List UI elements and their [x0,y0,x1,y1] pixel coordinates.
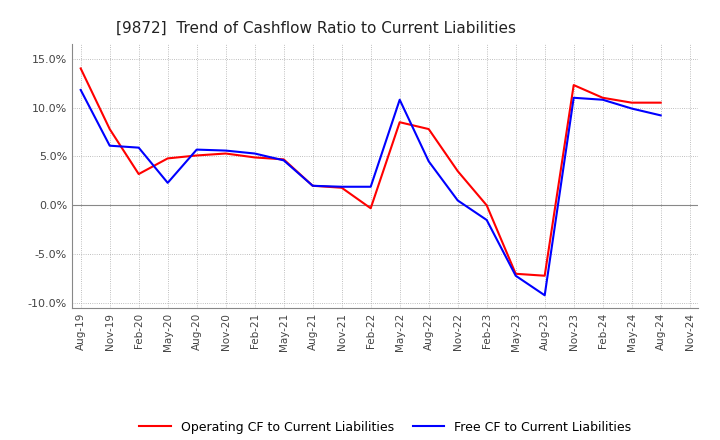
Operating CF to Current Liabilities [657,100,665,105]
Free CF to Current Liabilities [366,184,375,189]
Free CF to Current Liabilities [192,147,201,152]
Text: [9872]  Trend of Cashflow Ratio to Current Liabilities: [9872] Trend of Cashflow Ratio to Curren… [116,21,516,36]
Legend: Operating CF to Current Liabilities, Free CF to Current Liabilities: Operating CF to Current Liabilities, Fre… [135,416,636,439]
Operating CF to Current Liabilities [221,151,230,156]
Operating CF to Current Liabilities [279,157,288,162]
Operating CF to Current Liabilities [395,120,404,125]
Free CF to Current Liabilities [541,293,549,298]
Operating CF to Current Liabilities [135,172,143,177]
Free CF to Current Liabilities [511,273,520,279]
Operating CF to Current Liabilities [541,273,549,279]
Operating CF to Current Liabilities [511,271,520,276]
Free CF to Current Liabilities [395,97,404,103]
Line: Free CF to Current Liabilities: Free CF to Current Liabilities [81,90,661,295]
Free CF to Current Liabilities [570,95,578,100]
Free CF to Current Liabilities [627,106,636,111]
Free CF to Current Liabilities [105,143,114,148]
Operating CF to Current Liabilities [598,95,607,100]
Operating CF to Current Liabilities [424,126,433,132]
Operating CF to Current Liabilities [627,100,636,105]
Free CF to Current Liabilities [454,198,462,203]
Free CF to Current Liabilities [482,217,491,223]
Operating CF to Current Liabilities [338,185,346,191]
Operating CF to Current Liabilities [366,205,375,211]
Free CF to Current Liabilities [657,113,665,118]
Operating CF to Current Liabilities [192,153,201,158]
Free CF to Current Liabilities [76,87,85,92]
Free CF to Current Liabilities [308,183,317,188]
Operating CF to Current Liabilities [482,203,491,208]
Free CF to Current Liabilities [221,148,230,153]
Operating CF to Current Liabilities [163,156,172,161]
Free CF to Current Liabilities [279,158,288,163]
Line: Operating CF to Current Liabilities: Operating CF to Current Liabilities [81,69,661,276]
Free CF to Current Liabilities [598,97,607,103]
Free CF to Current Liabilities [135,145,143,150]
Free CF to Current Liabilities [251,151,259,156]
Operating CF to Current Liabilities [105,126,114,132]
Operating CF to Current Liabilities [570,82,578,88]
Free CF to Current Liabilities [424,159,433,164]
Operating CF to Current Liabilities [251,155,259,160]
Free CF to Current Liabilities [338,184,346,189]
Operating CF to Current Liabilities [76,66,85,71]
Operating CF to Current Liabilities [454,169,462,174]
Operating CF to Current Liabilities [308,183,317,188]
Free CF to Current Liabilities [163,180,172,186]
